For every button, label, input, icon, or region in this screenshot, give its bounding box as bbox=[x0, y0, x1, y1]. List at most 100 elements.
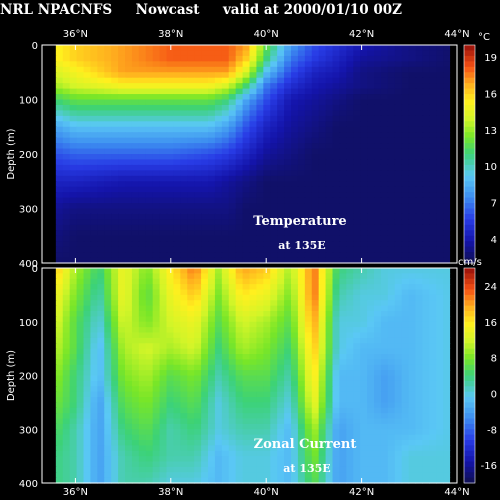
heatmap-cell bbox=[159, 61, 168, 68]
heatmap-cell bbox=[332, 407, 341, 414]
heatmap-cell bbox=[415, 386, 424, 393]
heatmap-cell bbox=[118, 294, 126, 301]
heatmap-cell bbox=[374, 203, 382, 210]
heatmap-cell bbox=[429, 246, 437, 253]
heatmap-cell bbox=[353, 83, 361, 90]
heatmap-cell bbox=[242, 461, 251, 468]
heatmap-cell bbox=[415, 257, 424, 264]
heatmap-cell bbox=[450, 104, 458, 111]
heatmap-cell bbox=[48, 164, 57, 171]
heatmap-cell bbox=[48, 434, 57, 441]
heatmap-cell bbox=[138, 99, 147, 106]
heatmap-cell bbox=[277, 132, 285, 139]
heatmap-cell bbox=[90, 305, 98, 312]
heatmap-cell bbox=[450, 197, 458, 204]
heatmap-cell bbox=[304, 132, 313, 139]
heatmap-cell bbox=[221, 477, 230, 484]
heatmap-cell bbox=[194, 219, 202, 226]
heatmap-cell bbox=[304, 154, 313, 161]
heatmap-cell bbox=[277, 170, 285, 177]
heatmap-cell bbox=[249, 224, 258, 231]
heatmap-cell bbox=[125, 278, 133, 285]
heatmap-cell bbox=[422, 192, 430, 199]
heatmap-cell bbox=[304, 170, 313, 177]
heatmap-cell bbox=[62, 466, 71, 473]
heatmap-cell bbox=[325, 170, 334, 177]
heatmap-cell bbox=[311, 327, 320, 334]
heatmap-cell bbox=[450, 321, 458, 328]
heatmap-cell bbox=[353, 213, 361, 220]
heatmap-cell bbox=[353, 50, 361, 57]
heatmap-cell bbox=[380, 148, 389, 155]
heatmap-cell bbox=[69, 257, 78, 264]
heatmap-cell bbox=[401, 300, 410, 307]
heatmap-cell bbox=[263, 159, 271, 166]
heatmap-cell bbox=[201, 397, 209, 403]
heatmap-cell bbox=[443, 305, 451, 312]
heatmap-cell bbox=[42, 241, 50, 248]
heatmap-cell bbox=[104, 268, 112, 274]
heatmap-cell bbox=[422, 181, 430, 188]
heatmap-cell bbox=[318, 66, 327, 73]
heatmap-cell bbox=[97, 148, 105, 155]
heatmap-cell bbox=[42, 219, 50, 226]
heatmap-cell bbox=[76, 72, 85, 79]
heatmap-cell bbox=[284, 423, 292, 430]
heatmap-cell bbox=[42, 423, 50, 430]
heatmap-cell bbox=[325, 241, 334, 248]
heatmap-cell bbox=[131, 300, 140, 307]
heatmap-cell bbox=[339, 327, 347, 334]
heatmap-cell bbox=[297, 413, 306, 420]
heatmap-cell bbox=[443, 137, 451, 144]
heatmap-cell bbox=[311, 159, 320, 166]
heatmap-cell bbox=[291, 197, 299, 204]
heatmap-cell bbox=[69, 55, 78, 62]
heatmap-cell bbox=[256, 235, 264, 242]
heatmap-cell bbox=[221, 252, 230, 259]
heatmap-cell bbox=[235, 99, 244, 106]
heatmap-cell bbox=[214, 332, 223, 339]
heatmap-cell bbox=[214, 241, 223, 248]
heatmap-cell bbox=[311, 197, 320, 204]
heatmap-cell bbox=[55, 257, 64, 264]
heatmap-cell bbox=[277, 208, 285, 215]
heatmap-cell bbox=[97, 278, 105, 285]
heatmap-cell bbox=[415, 104, 424, 111]
heatmap-cell bbox=[325, 203, 334, 210]
heatmap-cell bbox=[97, 77, 105, 84]
heatmap-cell bbox=[83, 300, 92, 307]
heatmap-cell bbox=[235, 154, 244, 161]
heatmap-cell bbox=[374, 186, 382, 193]
heatmap-cell bbox=[304, 110, 313, 117]
heatmap-cell bbox=[125, 45, 133, 52]
heatmap-cell bbox=[118, 148, 126, 155]
heatmap-cell bbox=[159, 143, 168, 150]
heatmap-cell bbox=[443, 197, 451, 204]
heatmap-cell bbox=[284, 429, 292, 436]
heatmap-cell bbox=[325, 472, 334, 479]
heatmap-cell bbox=[277, 55, 285, 62]
heatmap-cell bbox=[97, 316, 105, 323]
heatmap-cell bbox=[277, 192, 285, 199]
heatmap-cell bbox=[408, 175, 417, 182]
heatmap-cell bbox=[180, 77, 188, 84]
heatmap-cell bbox=[291, 289, 299, 296]
heatmap-cell bbox=[311, 300, 320, 307]
heatmap-cell bbox=[90, 77, 98, 84]
heatmap-cell bbox=[360, 164, 368, 171]
heatmap-cell bbox=[221, 143, 230, 150]
heatmap-cell bbox=[339, 55, 347, 62]
heatmap-cell bbox=[339, 423, 347, 430]
heatmap-cell bbox=[145, 77, 154, 84]
heatmap-cell bbox=[436, 391, 444, 398]
heatmap-cell bbox=[277, 375, 285, 382]
heatmap-cell bbox=[291, 143, 299, 150]
heatmap-cell bbox=[401, 143, 410, 150]
heatmap-cell bbox=[394, 104, 403, 111]
heatmap-cell bbox=[201, 159, 209, 166]
heatmap-cell bbox=[304, 203, 313, 210]
heatmap-cell bbox=[291, 50, 299, 57]
heatmap-cell bbox=[318, 370, 327, 377]
heatmap-cell bbox=[429, 241, 437, 248]
y-axis-label: Depth (m) bbox=[6, 128, 17, 179]
